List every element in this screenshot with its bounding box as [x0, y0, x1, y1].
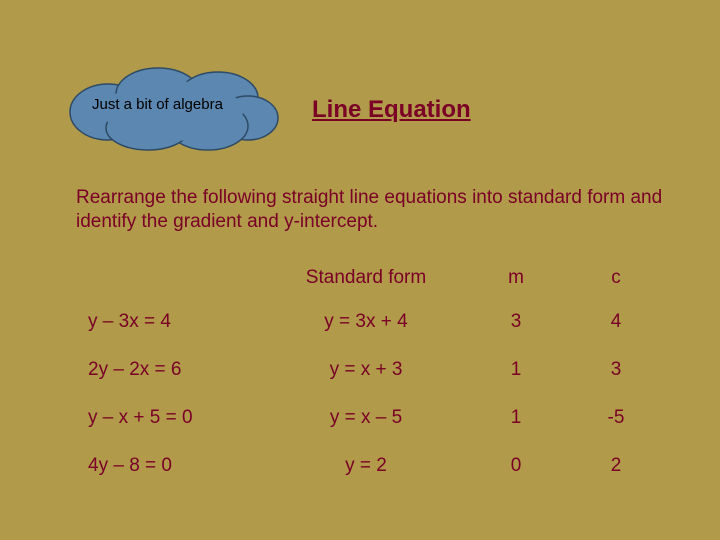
- cell-standard: y = x + 3: [266, 359, 466, 381]
- cell-c: -5: [566, 407, 666, 429]
- page-title: Line Equation: [312, 96, 471, 124]
- cell-equation: y – 3x = 4: [76, 311, 266, 333]
- table-row: 2y – 2x = 6 y = x + 3 1 3: [76, 346, 666, 394]
- cloud-text: Just a bit of algebra: [92, 96, 223, 113]
- cell-m: 1: [466, 407, 566, 429]
- table-row: 4y – 8 = 0 y = 2 0 2: [76, 442, 666, 490]
- header-m: m: [466, 267, 566, 289]
- cell-m: 0: [466, 455, 566, 477]
- table-row: y – x + 5 = 0 y = x – 5 1 -5: [76, 394, 666, 442]
- cell-equation: y – x + 5 = 0: [76, 407, 266, 429]
- cell-m: 1: [466, 359, 566, 381]
- cell-c: 3: [566, 359, 666, 381]
- instructions-text: Rearrange the following straight line eq…: [76, 186, 670, 234]
- cell-c: 2: [566, 455, 666, 477]
- header-c: c: [566, 267, 666, 289]
- cell-standard: y = x – 5: [266, 407, 466, 429]
- table-row: y – 3x = 4 y = 3x + 4 3 4: [76, 298, 666, 346]
- table-header: Standard form m c: [76, 258, 666, 298]
- header-standard: Standard form: [266, 267, 466, 289]
- cell-standard: y = 3x + 4: [266, 311, 466, 333]
- equation-table: Standard form m c y – 3x = 4 y = 3x + 4 …: [76, 258, 666, 490]
- cell-c: 4: [566, 311, 666, 333]
- cell-standard: y = 2: [266, 455, 466, 477]
- cell-equation: 4y – 8 = 0: [76, 455, 266, 477]
- cell-equation: 2y – 2x = 6: [76, 359, 266, 381]
- cell-m: 3: [466, 311, 566, 333]
